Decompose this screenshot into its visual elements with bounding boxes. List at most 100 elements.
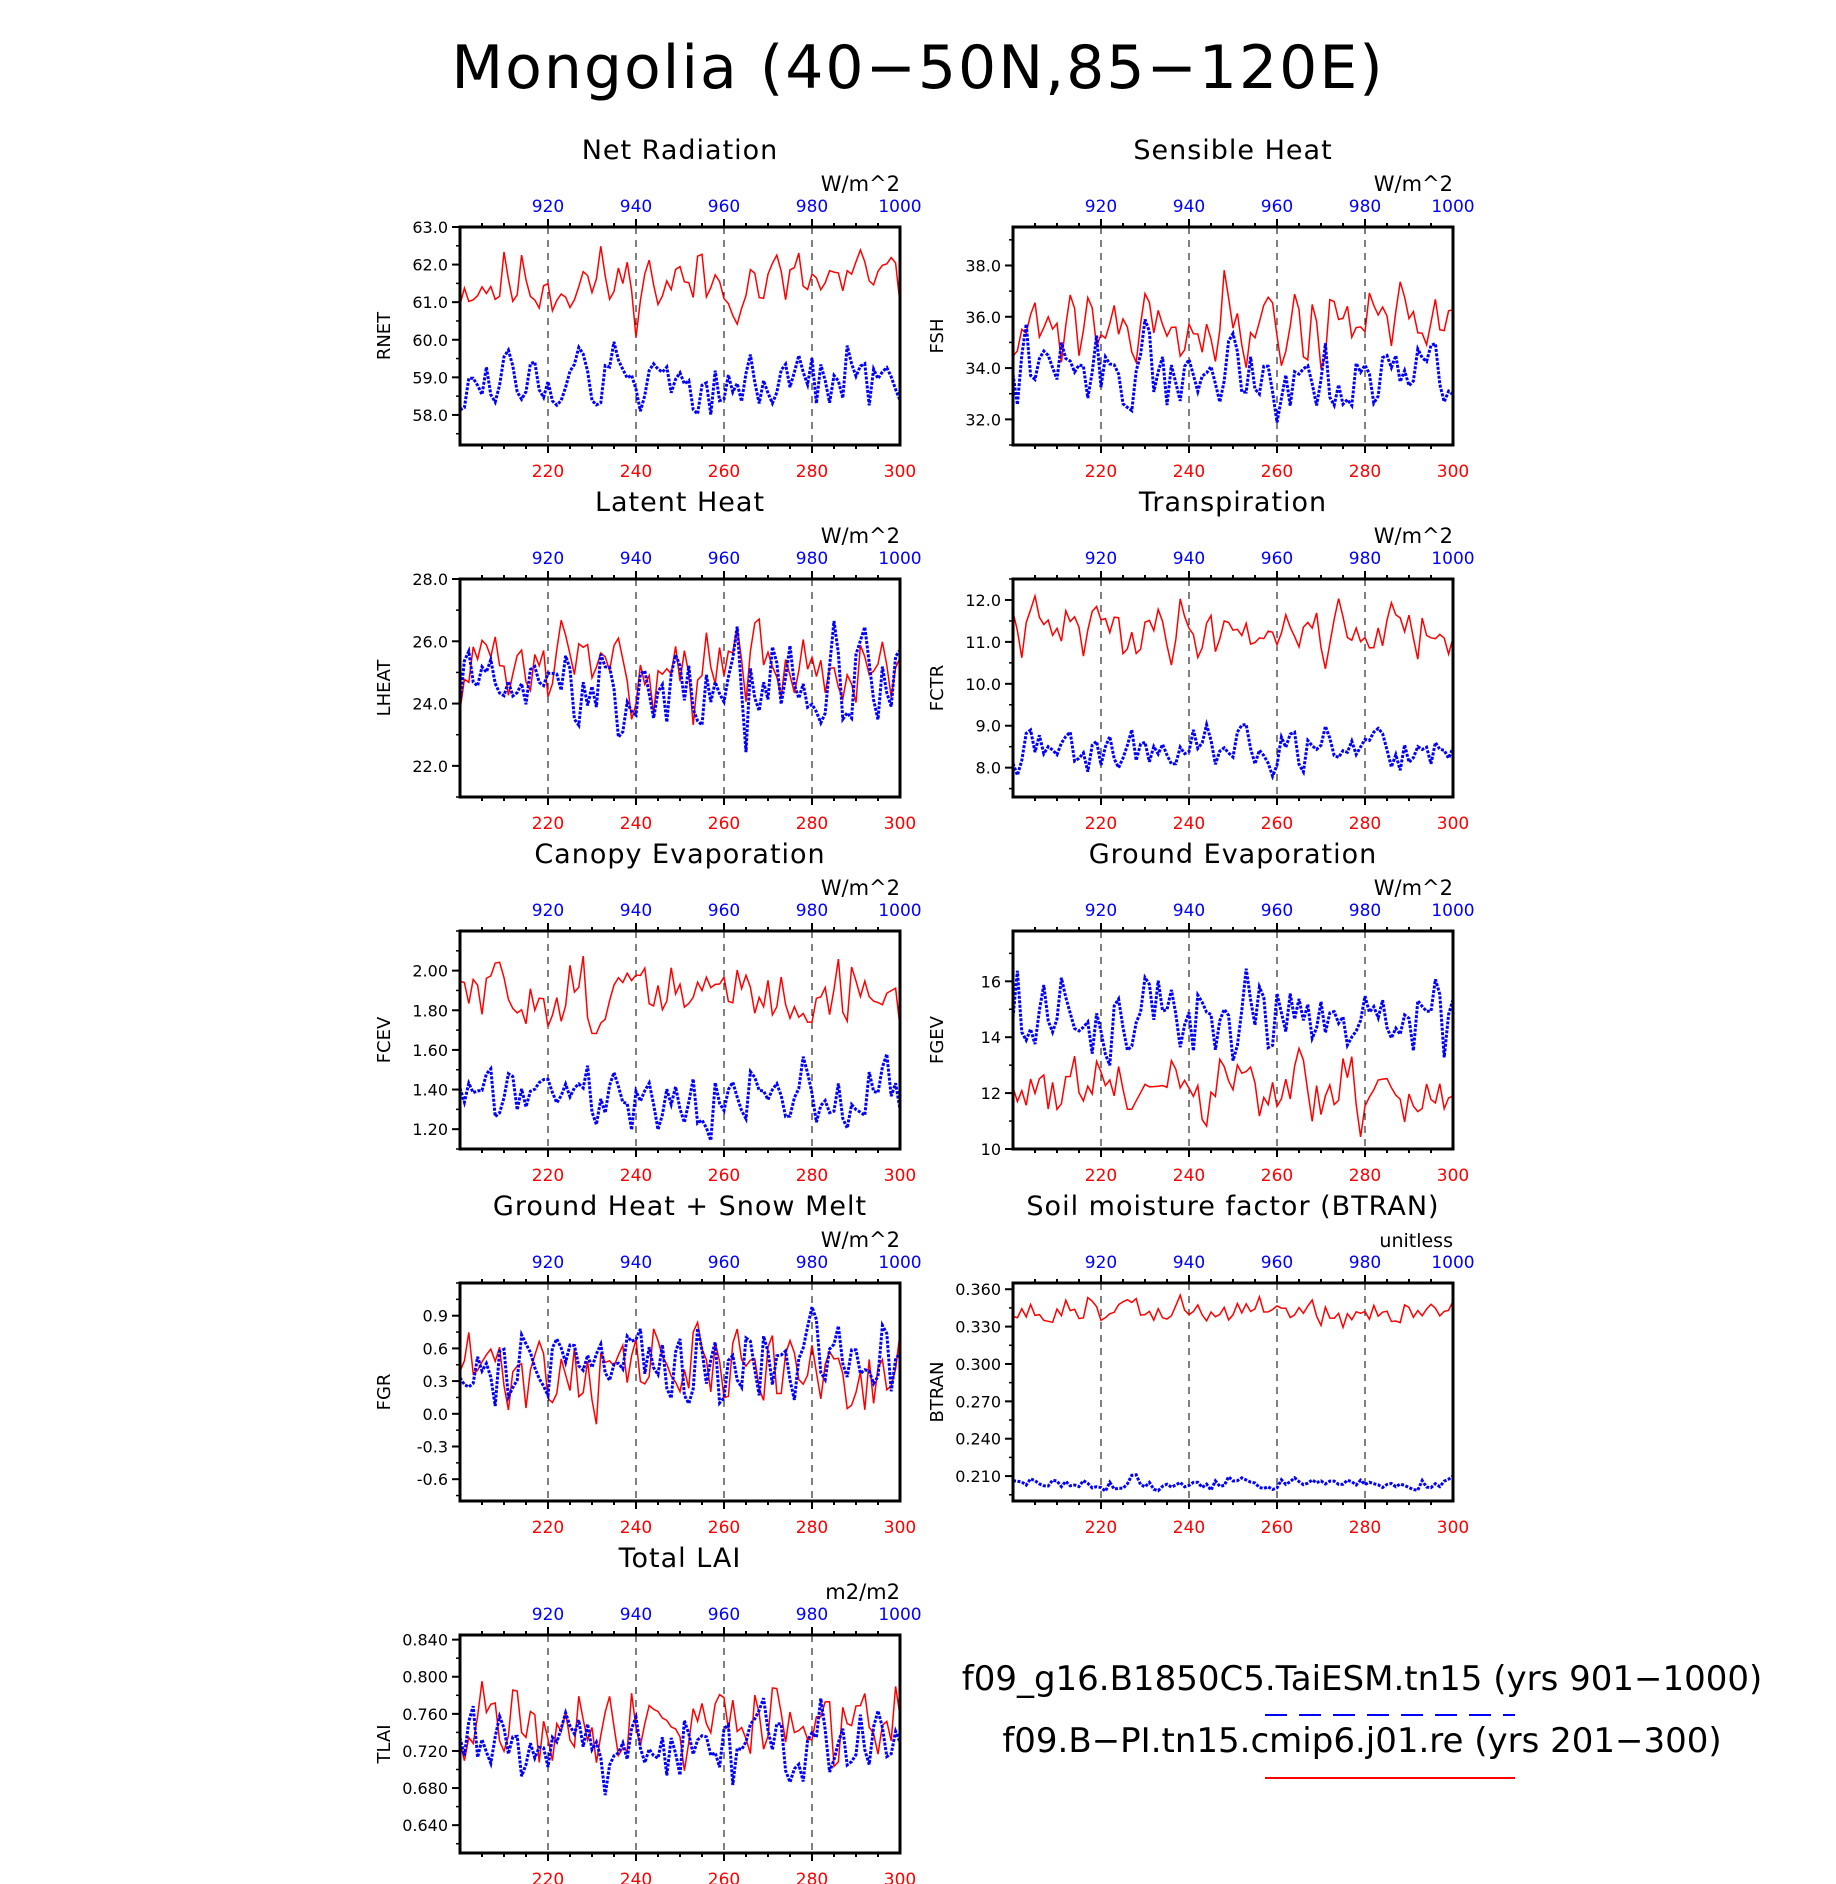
x-tick-label: 260 bbox=[708, 1518, 740, 1538]
y-tick-label: 32.0 bbox=[965, 410, 1001, 429]
units-label: W/m^2 bbox=[821, 876, 900, 900]
top-tick-label: 1000 bbox=[1431, 901, 1474, 921]
x-tick-label: 240 bbox=[1173, 1166, 1205, 1186]
x-tick-label: 220 bbox=[532, 1870, 564, 1884]
series-line-red bbox=[1013, 1045, 1453, 1138]
x-tick-label: 300 bbox=[1437, 1166, 1469, 1186]
x-tick-label: 220 bbox=[1085, 814, 1117, 834]
y-tick-label: 34.0 bbox=[965, 359, 1001, 378]
top-tick-label: 980 bbox=[1349, 549, 1381, 569]
y-tick-label: 0.720 bbox=[402, 1742, 448, 1761]
panel-title: Sensible Heat bbox=[1133, 135, 1332, 166]
y-tick-label: 10.0 bbox=[965, 675, 1001, 694]
x-tick-label: 240 bbox=[1173, 1518, 1205, 1538]
y-tick-label: 63.0 bbox=[412, 218, 448, 237]
y-tick-label: 26.0 bbox=[412, 632, 448, 651]
top-tick-label: 940 bbox=[1173, 549, 1205, 569]
top-tick-label: 1000 bbox=[1431, 549, 1474, 569]
top-tick-label: 1000 bbox=[1431, 197, 1474, 217]
top-tick-label: 960 bbox=[708, 1605, 740, 1625]
top-tick-label: 960 bbox=[708, 197, 740, 217]
top-tick-label: 980 bbox=[796, 901, 828, 921]
top-tick-label: 920 bbox=[532, 549, 564, 569]
x-tick-label: 280 bbox=[1349, 1166, 1381, 1186]
plot-frame bbox=[1011, 225, 1455, 447]
x-tick-label: 260 bbox=[708, 1870, 740, 1884]
x-tick-label: 300 bbox=[884, 1870, 916, 1884]
plot-frame bbox=[458, 929, 902, 1151]
x-tick-label: 280 bbox=[1349, 814, 1381, 834]
series-line-red bbox=[1013, 270, 1453, 370]
top-tick-label: 980 bbox=[1349, 1253, 1381, 1273]
panel-title: Latent Heat bbox=[595, 487, 765, 518]
series-line-red bbox=[460, 955, 900, 1035]
x-tick-label: 220 bbox=[532, 1166, 564, 1186]
y-tick-label: -0.3 bbox=[417, 1438, 448, 1457]
panel-title: Net Radiation bbox=[582, 135, 779, 166]
legend: f09_g16.B1850C5.TaiESM.tn15 (yrs 901−100… bbox=[962, 1659, 1762, 1779]
y-tick-label: 0.760 bbox=[402, 1705, 448, 1724]
units-label: m2/m2 bbox=[825, 1580, 900, 1604]
y-tick-label: 0.640 bbox=[402, 1816, 448, 1835]
x-tick-label: 260 bbox=[708, 1166, 740, 1186]
x-tick-label: 240 bbox=[620, 1166, 652, 1186]
x-tick-label: 260 bbox=[1261, 1166, 1293, 1186]
y-tick-label: 0.3 bbox=[423, 1372, 448, 1391]
x-tick-label: 240 bbox=[620, 814, 652, 834]
y-tick-label: 38.0 bbox=[965, 256, 1001, 275]
panel-fgr: Ground Heat + Snow Melt W/m^2 FGR 220 240 260… bbox=[374, 1191, 922, 1538]
top-tick-label: 940 bbox=[1173, 901, 1205, 921]
y-tick-label: 0.840 bbox=[402, 1631, 448, 1650]
units-label: W/m^2 bbox=[1374, 524, 1453, 548]
series-line-blue bbox=[1013, 318, 1453, 423]
panel-fcev: Canopy Evaporation W/m^2 FCEV 220 240 260 280 3… bbox=[374, 839, 922, 1186]
y-axis-label: FCTR bbox=[927, 665, 948, 711]
x-tick-label: 300 bbox=[884, 462, 916, 482]
y-tick-label: 36.0 bbox=[965, 308, 1001, 327]
series-line-red bbox=[460, 246, 900, 338]
y-tick-label: 0.240 bbox=[955, 1430, 1001, 1449]
y-axis-label: BTRAN bbox=[927, 1362, 948, 1423]
y-tick-label: 14 bbox=[981, 1028, 1001, 1047]
panel-title: Transpiration bbox=[1138, 487, 1327, 518]
y-tick-label: 62.0 bbox=[412, 256, 448, 275]
panel-fgev: Ground Evaporation W/m^2 FGEV 220 240 260 280 3… bbox=[927, 839, 1475, 1186]
panel-btran: Soil moisture factor (BTRAN) unitless BTRA… bbox=[927, 1191, 1475, 1538]
plot-frame bbox=[458, 1281, 902, 1503]
x-tick-label: 280 bbox=[796, 1870, 828, 1884]
top-tick-label: 1000 bbox=[878, 549, 921, 569]
y-tick-label: 0.6 bbox=[423, 1339, 448, 1358]
y-tick-label: 59.0 bbox=[412, 368, 448, 387]
y-axis-label: FGEV bbox=[927, 1015, 948, 1064]
top-tick-label: 980 bbox=[796, 549, 828, 569]
y-tick-label: 10 bbox=[981, 1140, 1001, 1159]
y-tick-label: 1.60 bbox=[412, 1041, 448, 1060]
y-tick-label: 61.0 bbox=[412, 293, 448, 312]
x-tick-label: 280 bbox=[796, 1166, 828, 1186]
top-tick-label: 1000 bbox=[878, 1253, 921, 1273]
y-tick-label: 8.0 bbox=[976, 759, 1001, 778]
y-tick-label: -0.6 bbox=[417, 1470, 448, 1489]
top-tick-label: 940 bbox=[620, 901, 652, 921]
series-line-blue bbox=[460, 1053, 900, 1141]
panel-fsh: Sensible Heat W/m^2 FSH 220 240 260 280 300 920 9… bbox=[927, 135, 1475, 482]
top-tick-label: 980 bbox=[1349, 197, 1381, 217]
y-tick-label: 12.0 bbox=[965, 591, 1001, 610]
x-tick-label: 260 bbox=[1261, 462, 1293, 482]
x-tick-label: 220 bbox=[532, 814, 564, 834]
x-tick-label: 240 bbox=[1173, 814, 1205, 834]
y-tick-label: 16 bbox=[981, 972, 1001, 991]
y-tick-label: 9.0 bbox=[976, 717, 1001, 736]
top-tick-label: 1000 bbox=[878, 197, 921, 217]
x-tick-label: 300 bbox=[1437, 814, 1469, 834]
main-title: Mongolia (40−50N,85−120E) bbox=[451, 33, 1384, 103]
y-tick-label: 0.210 bbox=[955, 1467, 1001, 1486]
y-tick-label: 1.40 bbox=[412, 1081, 448, 1100]
panel-lheat: Latent Heat W/m^2 LHEAT 220 240 260 280 300 920 9… bbox=[374, 487, 922, 834]
panel-title: Total LAI bbox=[618, 1543, 742, 1574]
plot-frame bbox=[1011, 1281, 1455, 1503]
series-line-blue bbox=[1013, 1473, 1453, 1494]
top-tick-label: 980 bbox=[796, 1605, 828, 1625]
top-tick-label: 980 bbox=[796, 197, 828, 217]
units-label: W/m^2 bbox=[1374, 876, 1453, 900]
